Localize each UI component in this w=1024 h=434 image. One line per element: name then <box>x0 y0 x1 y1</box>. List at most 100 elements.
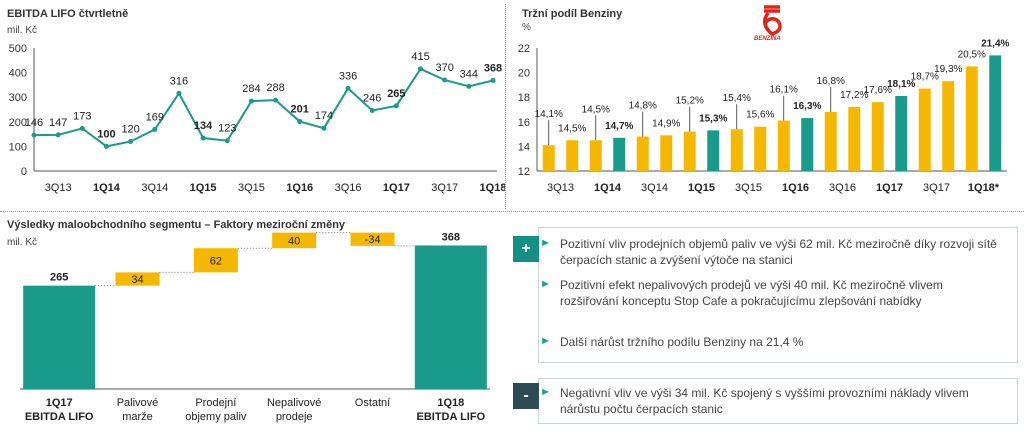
data-label: 15,4% <box>723 93 751 104</box>
y-tick-label: 0 <box>21 166 27 178</box>
x-tick-label: 3Q15 <box>735 182 762 194</box>
data-label: 20,5% <box>958 49 986 60</box>
data-point <box>418 66 424 72</box>
x-tick-label: 1Q16 <box>782 182 809 194</box>
y-tick-label: 12 <box>518 166 530 178</box>
data-point <box>128 138 134 144</box>
positive-sign: + <box>513 236 539 262</box>
data-point <box>224 138 230 144</box>
data-label: 316 <box>170 75 188 87</box>
data-label: 16,1% <box>770 85 798 96</box>
data-label: 123 <box>218 123 236 135</box>
data-point <box>393 103 399 109</box>
data-label: 16,3% <box>793 101 821 112</box>
data-label: 370 <box>436 62 454 74</box>
x-tick-label: 1Q18* <box>968 182 1000 194</box>
data-point <box>200 135 206 141</box>
bridge-change-bar <box>350 232 395 246</box>
data-label: 173 <box>73 110 91 122</box>
bridge-change-bar <box>272 232 317 249</box>
vertical-divider <box>505 4 506 209</box>
data-point <box>490 77 496 83</box>
positive-item-2-text: Pozitivní efekt nepalivových prodejů ve … <box>560 278 943 308</box>
data-label: 100 <box>97 128 115 140</box>
x-tick-label: 3Q15 <box>238 182 265 194</box>
x-tick-label: 3Q16 <box>335 182 362 194</box>
bullet-arrow-icon: ► <box>540 278 551 290</box>
data-label: 18,1% <box>887 79 915 90</box>
data-label: 34 <box>131 274 143 286</box>
market-share-bar <box>965 66 978 171</box>
data-label: 40 <box>288 235 300 247</box>
data-point <box>103 143 109 149</box>
market-share-bar <box>683 131 696 171</box>
market-share-bar <box>777 120 790 171</box>
x-tick-label: 1Q17 <box>383 182 410 194</box>
x-tick-label: objemy paliv <box>185 411 247 423</box>
data-label: 120 <box>121 123 139 135</box>
market-share-bar <box>636 136 649 171</box>
data-label: 15,6% <box>746 110 774 121</box>
y-tick-label: 300 <box>9 92 27 104</box>
data-label: 14,5% <box>582 104 610 115</box>
data-point <box>345 85 351 91</box>
data-label: 14,7% <box>605 121 633 132</box>
benzina-logo-text: BENZINA <box>754 36 781 42</box>
positive-item-1: ► Pozitivní vliv prodejních objemů paliv… <box>540 236 1000 268</box>
x-tick-label: Palivové <box>117 397 159 409</box>
y-tick-label: 16 <box>518 117 530 129</box>
x-tick-label: EBITDA LIFO <box>417 411 486 423</box>
bridge-change-bar <box>193 248 238 273</box>
data-label: 368 <box>484 62 502 74</box>
market-share-bar <box>918 88 931 171</box>
data-point <box>31 132 37 138</box>
data-label: 169 <box>146 111 164 123</box>
x-tick-label: 1Q18 <box>480 182 505 194</box>
share-unit-label: % <box>522 22 531 33</box>
share-chart-title: Tržní podíl Benziny <box>522 8 623 20</box>
x-tick-label: 1Q18 <box>437 397 464 409</box>
x-tick-label: EBITDA LIFO <box>25 411 94 423</box>
data-label: 265 <box>50 272 68 284</box>
market-share-bar <box>542 145 555 171</box>
data-label: 62 <box>210 255 222 267</box>
y-tick-label: 500 <box>9 43 27 55</box>
data-label: 21,4% <box>981 38 1009 49</box>
x-tick-label: 1Q15 <box>688 182 715 194</box>
data-label: -34 <box>365 234 381 246</box>
market-share-bar <box>848 107 861 171</box>
x-tick-label: prodeje <box>276 411 313 423</box>
ebitda-unit-label: mil. Kč <box>7 25 37 36</box>
benzina-logo-mark <box>763 5 782 36</box>
negative-item-1: ► Negativní vliv ve výši 34 mil. Kč spoj… <box>540 385 1000 417</box>
data-point <box>369 107 375 113</box>
market-share-bar <box>613 137 626 171</box>
data-label: 284 <box>242 83 260 95</box>
data-label: 18,7% <box>911 72 939 83</box>
negative-sign: - <box>513 383 539 409</box>
positive-factors-box <box>538 227 1018 363</box>
data-point <box>152 126 158 132</box>
data-label: 368 <box>442 231 460 243</box>
market-share-bar-chart: 12 14 16 18 20 22 14,1% 14,5% 14,5% 14,7% 14,8% 14,… <box>518 38 1010 194</box>
data-label: 147 <box>49 117 67 129</box>
ebitda-bridge-chart: 265 1Q17 EBITDA LIFO 34 Palivové marže 62 Prode… <box>20 231 490 423</box>
y-tick-label: 400 <box>9 68 27 80</box>
y-tick-label: 14 <box>518 141 530 153</box>
data-label: 14,9% <box>652 118 680 129</box>
data-label: 15,3% <box>699 113 727 124</box>
x-tick-label: 3Q14 <box>641 182 668 194</box>
data-label: 344 <box>460 68 478 80</box>
benzina-logo: BENZINA <box>752 4 792 44</box>
market-share-bar <box>566 140 579 171</box>
data-label: 146 <box>25 117 43 129</box>
positive-item-2: ► Pozitivní efekt nepalivových prodejů v… <box>540 277 1000 309</box>
data-label: 201 <box>291 104 309 116</box>
data-point <box>466 83 472 89</box>
bridge-total-bar <box>23 285 96 389</box>
bullet-arrow-icon: ► <box>540 237 551 249</box>
data-point <box>321 125 327 131</box>
market-share-bar <box>730 129 743 171</box>
data-point <box>55 132 61 138</box>
data-point <box>176 90 182 96</box>
